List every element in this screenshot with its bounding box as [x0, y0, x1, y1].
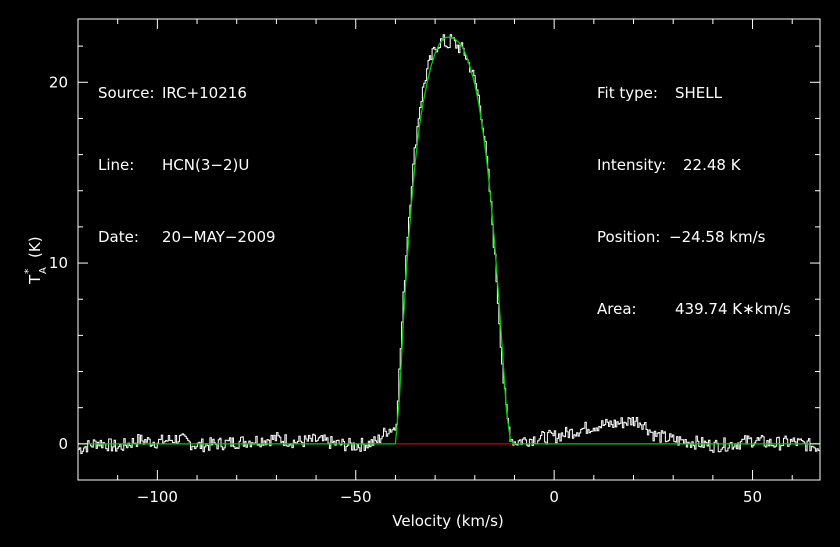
- source-row: Source: IRC+10216: [98, 81, 276, 105]
- y-axis-label-unit: (K): [26, 236, 44, 258]
- intensity-label: Intensity:: [597, 156, 667, 174]
- y-axis-label: T * A (K): [22, 236, 49, 285]
- x-tick-label: 0: [549, 488, 559, 506]
- axis-ticks: [77, 19, 820, 481]
- area-value: 439.74 K∗km/s: [675, 300, 791, 318]
- area-row: Area: 439.74 K∗km/s: [597, 297, 791, 321]
- fit-type-label: Fit type:: [597, 84, 658, 102]
- date-row: Date: 20−MAY−2009: [98, 225, 276, 249]
- position-value: −24.58 km/s: [669, 228, 766, 246]
- axis-tick-labels: −100 −50 0 50 0 10 20: [49, 73, 762, 506]
- x-axis-label: Velocity (km/s): [392, 512, 503, 530]
- y-tick-label: 20: [49, 73, 68, 91]
- position-label: Position:: [597, 228, 661, 246]
- area-label: Area:: [597, 300, 637, 318]
- x-tick-label: −100: [137, 488, 178, 506]
- header-right: Fit type: SHELL Intensity: 22.48 K Positio…: [597, 33, 791, 345]
- plot-frame: [77, 18, 821, 481]
- y-tick-label: 0: [58, 435, 68, 453]
- spectrum-series: [78, 34, 821, 454]
- line-row: Line: HCN(3−2)U: [98, 153, 276, 177]
- y-tick-label: 10: [49, 254, 68, 272]
- y-axis-label-main: T: [26, 274, 44, 285]
- date-label: Date:: [98, 228, 139, 246]
- fit-type-value: SHELL: [675, 84, 722, 102]
- header-left: Source: IRC+10216 Line: HCN(3−2)U Date: 20−…: [98, 33, 276, 273]
- observed-spectrum-line: [78, 34, 821, 454]
- date-value: 20−MAY−2009: [162, 228, 276, 246]
- shell-fit-line: [394, 36, 515, 445]
- fit-type-row: Fit type: SHELL: [597, 81, 791, 105]
- y-axis-label-sub: A: [38, 267, 49, 274]
- intensity-row: Intensity: 22.48 K: [597, 153, 791, 177]
- x-tick-label: −50: [340, 488, 372, 506]
- y-axis-label-sup: *: [22, 268, 35, 274]
- position-row: Position: −24.58 km/s: [597, 225, 791, 249]
- source-value: IRC+10216: [162, 84, 247, 102]
- source-label: Source:: [98, 84, 155, 102]
- fit-series: [78, 36, 820, 445]
- line-label: Line:: [98, 156, 135, 174]
- intensity-value: 22.48 K: [683, 156, 741, 174]
- x-tick-label: 50: [743, 488, 762, 506]
- line-value: HCN(3−2)U: [162, 156, 250, 174]
